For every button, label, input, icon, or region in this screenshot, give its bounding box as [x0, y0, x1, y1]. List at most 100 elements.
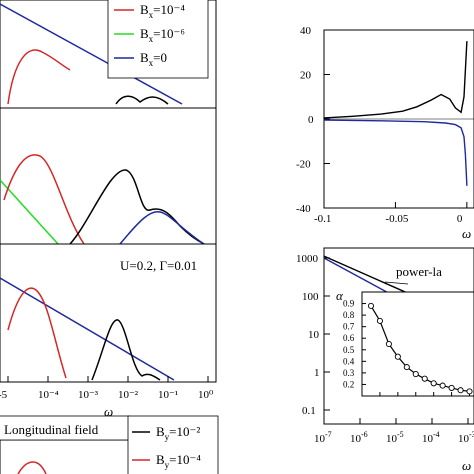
legend-entry-1-sub: x: [149, 34, 154, 44]
legend-entry-2-tail: =0: [153, 50, 167, 65]
inset-ytick-label-3: 0.6: [343, 333, 355, 343]
legend-entry-2: Bx=0: [140, 50, 167, 68]
left-panel-2-frame: [0, 107, 217, 245]
power-law-label: power-la: [396, 264, 442, 279]
left-panel-4: Longitudinal field By=10⁻²By=10⁻⁴: [0, 415, 219, 474]
legend-entry-1-base: B: [140, 26, 149, 41]
series-red-bottom: [17, 461, 47, 474]
inset-ytick-label-7: 0.2: [343, 379, 354, 389]
legend-bottom-entry-0-tail: =10⁻²: [169, 424, 200, 439]
legend-bottom-entry-1: By=10⁻⁴: [156, 452, 201, 470]
series-red-p1: [7, 49, 71, 105]
left-panel-2: [0, 107, 217, 245]
inset-point-0: [367, 302, 375, 309]
legend-bottom-entry-0-sub: y: [165, 432, 170, 442]
left-xtick-label-4: 10⁻¹: [158, 389, 178, 401]
inset-point-9: [448, 384, 455, 391]
tr-series-black: [323, 41, 468, 119]
legend-entry-0: Bx=10⁻⁴: [140, 2, 185, 20]
series-black-p2: [69, 169, 205, 245]
br-ytick-label-1: 100: [302, 291, 319, 303]
tr-xtick-label-1: -0.05: [385, 213, 408, 225]
inset-point-1: [376, 317, 383, 324]
tr-ytick-label-4: 40: [300, 25, 312, 37]
inset-ytick-label-0: 0.9: [343, 299, 355, 309]
legend-entry-0-tail: =10⁻⁴: [153, 2, 185, 17]
inset-point-10: [457, 387, 464, 394]
tr-ytick-label-3: 20: [300, 70, 312, 82]
legend-entry-0-sub: x: [149, 10, 154, 20]
left-xtick-label-5: 10⁰: [198, 389, 214, 401]
left-panel-1: Bx=10⁻⁴Bx=10⁻⁶Bx=0: [0, 0, 217, 109]
legend-entry-0-base: B: [140, 2, 149, 17]
series-green-p2: [0, 179, 59, 245]
legend-bottom-entry-1-tail: =10⁻⁴: [169, 452, 201, 467]
tr-ytick-label-2: 0: [308, 114, 314, 126]
br-xtick-label-4: 10-3: [458, 430, 474, 445]
series-black-p3: [91, 319, 161, 381]
bottom-right-xlabel: ω: [462, 458, 471, 473]
series-red-p2: [3, 154, 85, 245]
left-xlabel: ω: [104, 404, 113, 419]
left-xtick-label-2: 10⁻³: [78, 389, 99, 401]
inset-plot: α 0.90.8 0.70.6 0.50.4 0.30.2: [336, 288, 474, 397]
left-panel-3: U=0.2, Γ=0.01 -5 10⁻⁴ 10⁻³ 10⁻² 10⁻¹ 10⁰ ω: [0, 243, 217, 419]
bottom-right-panel: power-la 1000 100 10 1 0.1 10-7 10-6 10-5 10-4 1…: [296, 247, 474, 473]
legend-entry-2-sub: x: [149, 58, 154, 68]
power-law-pointer: [384, 281, 409, 285]
br-xtick-label-1: 10-6: [350, 430, 368, 445]
series-red-p3: [7, 287, 67, 379]
left-xtick-label-3: 10⁻²: [118, 389, 139, 401]
tr-xtick-label-0: -0.1: [314, 213, 331, 225]
inset-ytick-label-6: 0.3: [343, 368, 355, 378]
inset-point-11: [466, 388, 473, 395]
inset-point-5: [412, 370, 419, 378]
legend-bottom-entry-1-sub: y: [165, 460, 170, 470]
inset-point-3: [394, 353, 401, 360]
legend-bottom-entry-0-base: B: [156, 424, 165, 439]
br-ytick-label-3: 1: [314, 367, 320, 379]
br-xtick-label-3: 10-4: [422, 430, 440, 445]
inset-point-4: [403, 364, 410, 371]
tr-ytick-label-1: -20: [296, 159, 311, 171]
br-xtick-label-2: 10-5: [386, 430, 404, 445]
legend-entry-1-tail: =10⁻⁶: [153, 26, 185, 41]
left-xtick-label-1: 10⁻⁴: [38, 389, 59, 401]
br-xtick-label-0: 10-7: [314, 430, 332, 445]
legend-bottom-box: [127, 415, 219, 474]
inset-point-8: [439, 382, 446, 389]
tr-ytick-label-0: -40: [296, 203, 311, 215]
top-right-xlabel: ω: [462, 226, 471, 241]
br-ytick-label-4: 0.1: [302, 405, 316, 417]
br-ytick-label-0: 1000: [296, 253, 319, 265]
inset-ytick-label-5: 0.4: [343, 356, 355, 366]
bottom-right-frame: [323, 247, 474, 425]
panel-annotation: U=0.2, Γ=0.01: [120, 258, 197, 273]
legend-entry-1: Bx=10⁻⁶: [140, 26, 185, 44]
series-blue-p1: [0, 3, 183, 105]
legend-box: [107, 0, 209, 79]
inset-point-2: [385, 340, 392, 348]
series-blue-p3: [0, 277, 175, 381]
left-panel-3-frame: [0, 243, 217, 383]
series-blue-p2: [119, 211, 205, 245]
section-title-box: [0, 415, 131, 441]
legend-bottom-entry-1-base: B: [156, 452, 165, 467]
inset-ylabel: α: [336, 288, 344, 303]
inset-point-6: [421, 375, 428, 382]
legend-bottom-entry-0: By=10⁻²: [156, 424, 200, 442]
tr-series-blue: [323, 119, 468, 186]
tr-xtick-label-2: 0: [457, 213, 463, 225]
series-black-p1: [115, 95, 169, 105]
inset-ytick-label-4: 0.5: [343, 345, 355, 355]
inset-frame: [361, 291, 474, 397]
inset-ytick-label-1: 0.8: [343, 310, 355, 320]
inset-point-7: [430, 380, 437, 387]
br-ytick-label-2: 10: [308, 329, 320, 341]
legend-entry-2-base: B: [140, 50, 149, 65]
left-xtick-label-0: -5: [0, 389, 8, 401]
inset-ytick-label-2: 0.7: [343, 322, 355, 332]
section-title: Longitudinal field: [4, 422, 99, 437]
